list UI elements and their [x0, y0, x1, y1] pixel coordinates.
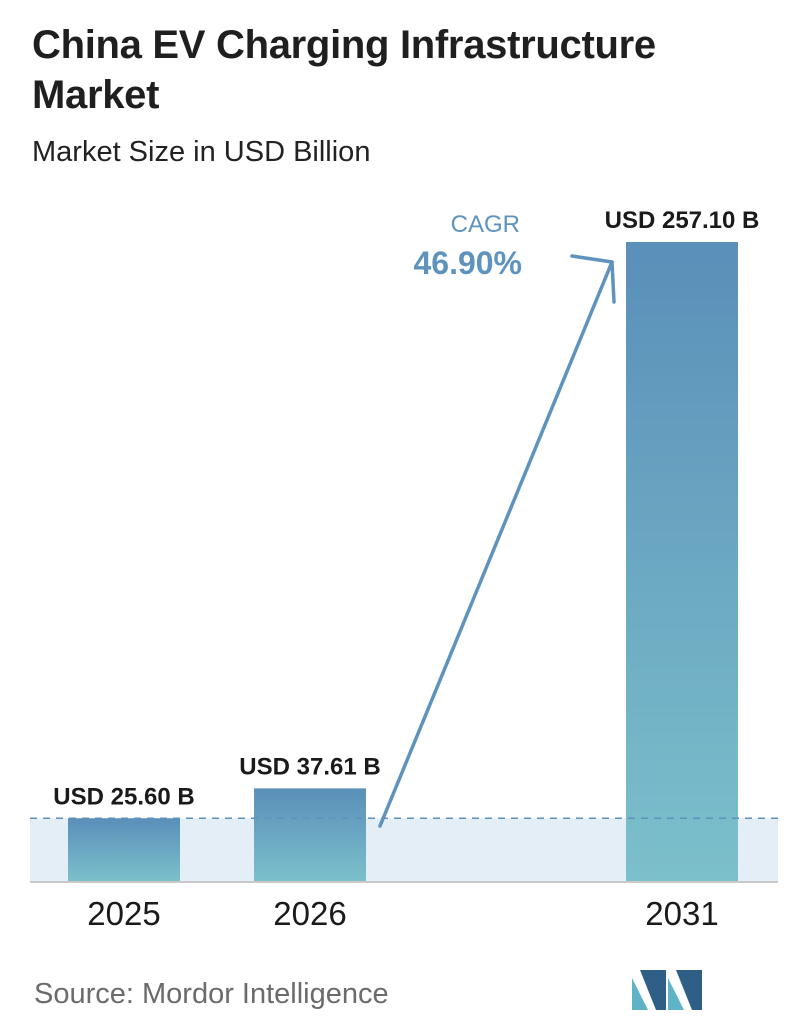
chart-subtitle: Market Size in USD Billion — [32, 136, 371, 168]
bar-2031 — [626, 242, 738, 882]
bar-2026 — [254, 788, 366, 882]
x-tick-2026: 2026 — [273, 895, 346, 932]
source-note: Source: Mordor Intelligence — [34, 978, 389, 1010]
cagr-label: CAGR — [451, 211, 520, 238]
data-label-2025: USD 25.60 B — [53, 783, 194, 810]
mordor-intelligence-logo — [632, 970, 702, 1010]
bars — [68, 242, 738, 882]
x-tick-2025: 2025 — [87, 895, 160, 932]
cagr-arrow — [378, 260, 614, 828]
chart-title: China EV Charging Infrastructure Market — [32, 23, 656, 117]
cagr-value: 46.90% — [413, 245, 522, 281]
data-labels: USD 25.60 B USD 37.61 B USD 257.10 B — [53, 207, 759, 810]
cagr-arrow-head — [570, 254, 616, 304]
x-tick-2031: 2031 — [645, 895, 718, 932]
data-label-2026: USD 37.61 B — [239, 753, 380, 780]
bar-2025 — [68, 818, 180, 882]
x-tick-labels: 2025 2026 2031 — [87, 895, 718, 932]
data-label-2031: USD 257.10 B — [605, 207, 760, 234]
